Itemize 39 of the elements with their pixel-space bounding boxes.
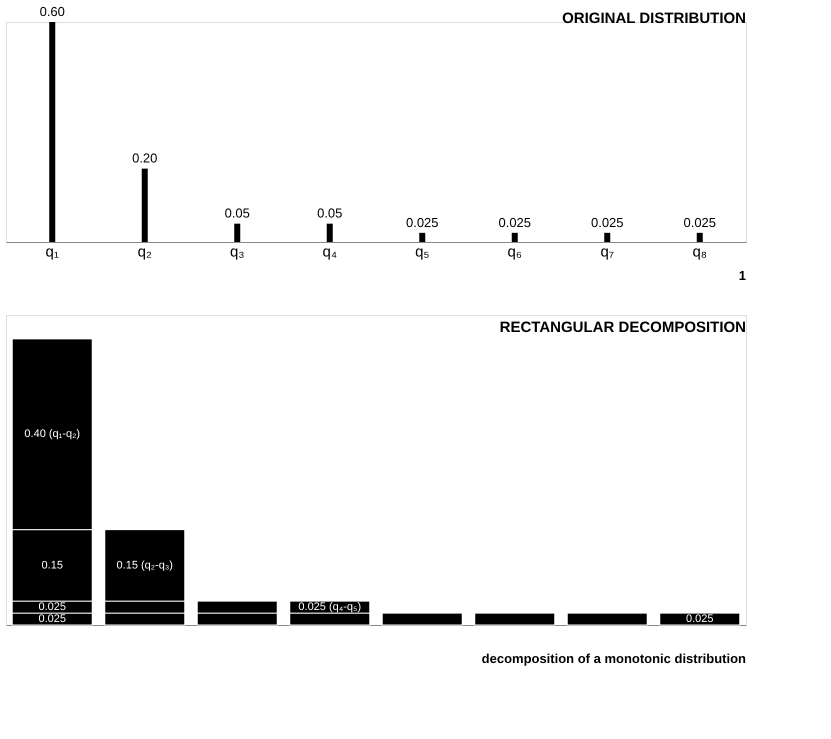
data-label: 0.05 (224, 206, 250, 221)
bar (382, 612, 463, 626)
x-tick-label: q₆ (508, 244, 522, 260)
x-tick-label: q₃ (230, 244, 244, 260)
x-tick-label: q₂ (138, 244, 152, 260)
bar (659, 612, 740, 626)
data-label: 0.15 (q₂-q₃) (116, 559, 173, 572)
data-label: 0.025 (686, 613, 714, 626)
data-label: 0.025 (38, 613, 66, 626)
bar (49, 22, 56, 242)
data-label: 0.40 (q₁-q₂) (24, 428, 80, 440)
x-tick-label: q₈ (692, 244, 708, 260)
bar (234, 224, 240, 242)
bar (566, 612, 648, 626)
bar (604, 232, 610, 242)
bar (326, 224, 333, 242)
bar (419, 232, 426, 242)
chart-title: RECTANGULAR DECOMPOSITION (500, 319, 746, 336)
bar (696, 232, 703, 242)
data-label: 0.025 (q₄-q₅) (298, 601, 362, 614)
x-tick-label: q₇ (600, 244, 614, 260)
data-label: 0.025 (38, 601, 66, 614)
data-label: 0.025 (498, 214, 532, 230)
text: 1 (738, 268, 746, 283)
x-tick-label: q₅ (415, 244, 430, 260)
data-label: 0.05 (317, 206, 342, 221)
chart-title: ORIGINAL DISTRIBUTION (562, 10, 746, 27)
data-label: 0.15 (42, 559, 63, 572)
data-label: 0.20 (132, 150, 158, 166)
data-label: 0.025 (683, 214, 716, 230)
data-label: 0.025 (406, 214, 439, 230)
data-label: 0.60 (40, 4, 65, 19)
bar (474, 612, 556, 626)
data-label: 0.025 (590, 214, 624, 230)
x-tick-label: q₄ (322, 244, 337, 260)
bar (142, 168, 148, 242)
x-tick-label: q₁ (46, 244, 59, 260)
text: decomposition of a monotonic distribution (482, 651, 746, 666)
bar (512, 232, 518, 242)
